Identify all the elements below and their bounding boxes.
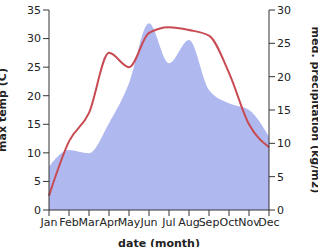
svg-text:Oct: Oct (219, 216, 239, 229)
svg-text:Apr: Apr (99, 216, 119, 229)
svg-text:med. precipitation (kg/m2): med. precipitation (kg/m2) (309, 27, 310, 194)
svg-text:10: 10 (277, 137, 291, 150)
svg-text:30: 30 (277, 4, 291, 17)
svg-text:30: 30 (27, 32, 41, 45)
svg-text:25: 25 (27, 61, 41, 74)
svg-text:0: 0 (277, 204, 284, 217)
svg-text:0: 0 (34, 204, 41, 217)
svg-text:5: 5 (34, 175, 41, 188)
svg-text:10: 10 (27, 147, 41, 160)
svg-text:5: 5 (277, 171, 284, 184)
svg-text:15: 15 (277, 104, 291, 117)
svg-text:Jul: Jul (161, 216, 175, 229)
svg-text:35: 35 (27, 4, 41, 17)
svg-text:20: 20 (27, 90, 41, 103)
svg-text:May: May (118, 216, 141, 229)
svg-text:Sep: Sep (199, 216, 220, 229)
svg-text:20: 20 (277, 71, 291, 84)
svg-text:Jan: Jan (40, 216, 58, 229)
svg-text:Feb: Feb (59, 216, 78, 229)
svg-text:Aug: Aug (178, 216, 199, 229)
svg-text:date (month): date (month) (118, 237, 200, 247)
svg-text:max temp (C): max temp (C) (8, 68, 9, 152)
svg-text:Mar: Mar (79, 216, 100, 229)
svg-text:Jun: Jun (139, 216, 157, 229)
svg-text:25: 25 (277, 37, 291, 50)
svg-text:Dec: Dec (258, 216, 279, 229)
svg-text:Nov: Nov (238, 216, 260, 229)
svg-text:15: 15 (27, 118, 41, 131)
